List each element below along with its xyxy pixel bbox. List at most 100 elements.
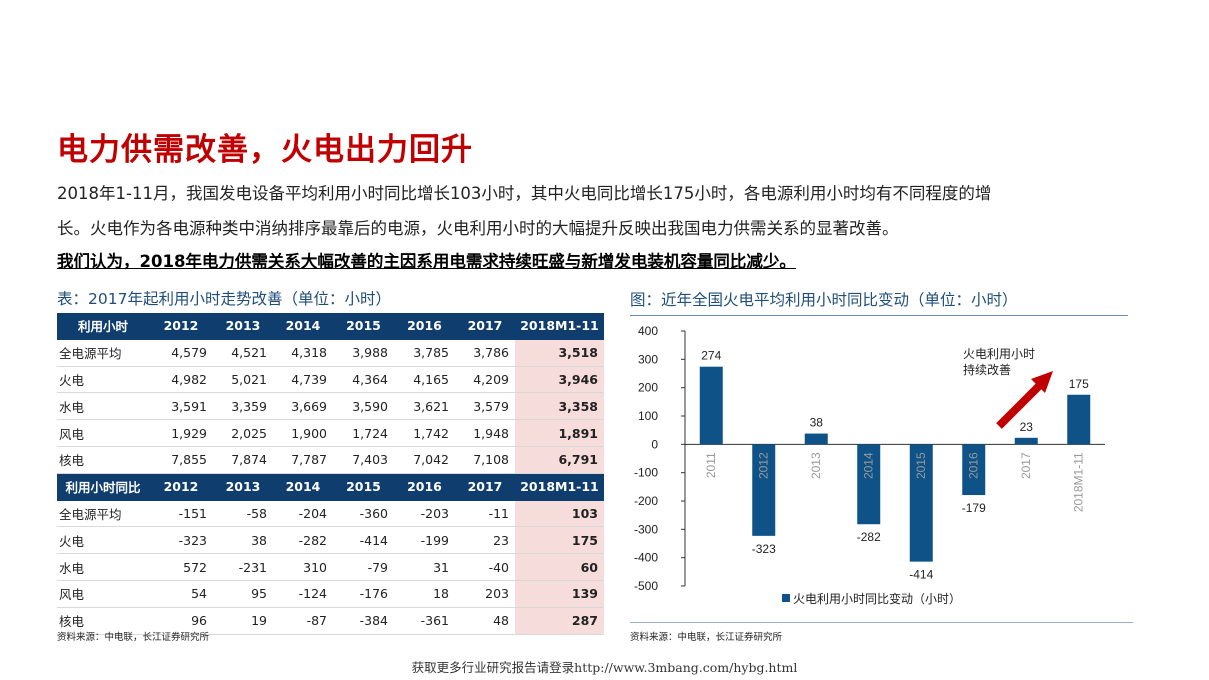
table-row-label: 火电 xyxy=(57,526,149,555)
category-label: 2013 xyxy=(809,452,823,479)
table-cell: 3,786 xyxy=(455,339,515,367)
table-row: 全电源平均 -151 -58 -204 -360 -203 -11 103 xyxy=(57,500,604,528)
table-row: 水电 572 -231 310 -79 31 -40 60 xyxy=(57,553,604,581)
table-cell: -323 xyxy=(149,526,213,555)
table-cell: 1,724 xyxy=(333,419,394,447)
bar xyxy=(699,366,723,445)
table-cell: 4,579 xyxy=(149,339,213,367)
table-cell: 7,108 xyxy=(455,446,515,474)
table-cell: 3,359 xyxy=(213,392,273,421)
summary-line-1: 2018年1-11月，我国发电设备平均利用小时同比增长103小时，其中火电同比增… xyxy=(57,184,992,203)
table-row-label: 核电 xyxy=(57,446,149,474)
y-tick-label: -100 xyxy=(634,466,658,480)
thermal-yoy-bar-chart: 400 300 200 100 0 -100 -200 -300 -400 -500 274 2011… xyxy=(634,324,1105,606)
table-cell: -151 xyxy=(149,500,213,528)
table-cell: 3,988 xyxy=(333,339,394,367)
table-cell: 7,874 xyxy=(213,446,273,474)
table-header-year: 2014 xyxy=(273,473,333,501)
table-caption: 表：2017年起利用小时走势改善（单位：小时） xyxy=(57,290,391,308)
table-cell: 3,518 xyxy=(515,339,604,367)
table-cell: 31 xyxy=(394,553,455,581)
table-row: 风电 54 95 -124 -176 18 203 139 xyxy=(57,580,604,608)
legend-label: 火电利用小时同比变动（小时） xyxy=(793,591,961,606)
table-cell: -384 xyxy=(333,607,394,635)
bar xyxy=(804,433,828,445)
bar xyxy=(1014,437,1038,445)
footer-link-text[interactable]: 获取更多行业研究报告请登录http://www.3mbang.com/hybg.… xyxy=(411,660,798,675)
table-cell: -204 xyxy=(273,500,333,528)
y-tick-label: -200 xyxy=(634,494,658,508)
conclusion-text: 我们认为，2018年电力供需关系大幅改善的主因系用电需求持续旺盛与新增发电装机容… xyxy=(57,252,796,271)
data-label: 175 xyxy=(1069,377,1089,391)
category-label: 2012 xyxy=(757,452,771,479)
table-header-label: 利用小时同比 xyxy=(57,473,149,501)
table-cell: 7,787 xyxy=(273,446,333,474)
y-tick-label: -400 xyxy=(634,551,658,565)
table-cell: 4,165 xyxy=(394,366,455,394)
table-cell: 60 xyxy=(515,553,604,581)
table-cell: -231 xyxy=(213,553,273,581)
table-cell: 4,982 xyxy=(149,366,213,394)
table-cell: 3,579 xyxy=(455,392,515,421)
table-header-year: 2013 xyxy=(213,313,273,340)
trend-arrow-shaft xyxy=(996,379,1046,429)
table-cell: 19 xyxy=(213,607,273,635)
table-cell: -203 xyxy=(394,500,455,528)
table-cell: 103 xyxy=(515,500,604,528)
table-cell: 48 xyxy=(455,607,515,635)
bar xyxy=(857,444,881,525)
table-cell: 96 xyxy=(149,607,213,635)
y-tick-label: 100 xyxy=(638,409,658,423)
y-tick-label: 400 xyxy=(638,324,658,338)
table-cell: 572 xyxy=(149,553,213,581)
y-tick-label: 200 xyxy=(638,381,658,395)
table-cell: 4,364 xyxy=(333,366,394,394)
table-cell: 3,621 xyxy=(394,392,455,421)
bar xyxy=(962,444,986,496)
table-cell: 7,042 xyxy=(394,446,455,474)
category-label: 2011 xyxy=(704,452,718,478)
table-cell: 95 xyxy=(213,580,273,608)
table-header-year: 2017 xyxy=(455,313,515,340)
table-cell: 310 xyxy=(273,553,333,581)
annotation-text: 持续改善 xyxy=(963,362,1011,377)
summary-line-2: 长。火电作为各电源种类中消纳排序最靠后的电源，火电利用小时的大幅提升反映出我国电… xyxy=(57,219,899,238)
table-header-year: 2018M1-11 xyxy=(515,313,604,340)
data-label: -282 xyxy=(857,530,881,544)
table-header-year: 2012 xyxy=(149,473,213,501)
table-cell: 3,591 xyxy=(149,392,213,421)
table-header-label: 利用小时 xyxy=(57,313,149,340)
table-row-label: 风电 xyxy=(57,419,149,447)
table-cell: -11 xyxy=(455,500,515,528)
table-cell: 18 xyxy=(394,580,455,608)
table-cell: 203 xyxy=(455,580,515,608)
bar xyxy=(909,444,933,562)
table-row-label: 核电 xyxy=(57,607,149,635)
y-tick-label: 0 xyxy=(651,437,658,451)
table-row: 火电 -323 38 -282 -414 -199 23 175 xyxy=(57,526,604,555)
table-cell: 6,791 xyxy=(515,446,604,474)
annotation-text: 火电利用小时 xyxy=(963,347,1035,361)
table-header-year: 2012 xyxy=(149,313,213,340)
table-row: 水电 3,591 3,359 3,669 3,590 3,621 3,579 3,358 xyxy=(57,392,604,421)
chart-caption-rule xyxy=(630,315,1128,316)
bar xyxy=(752,444,776,536)
page-title: 电力供需改善，火电出力回升 xyxy=(57,132,473,168)
table-cell: 2,025 xyxy=(213,419,273,447)
utilization-hours-table: 利用小时 2012 2013 2014 2015 2016 2017 2018M1-11 全电源… xyxy=(57,313,604,635)
table-cell: 5,021 xyxy=(213,366,273,394)
table-cell: 38 xyxy=(213,526,273,555)
table-cell: -199 xyxy=(394,526,455,555)
data-label: 38 xyxy=(810,416,824,430)
y-tick-label: -500 xyxy=(634,579,658,593)
table-row-label: 水电 xyxy=(57,392,149,421)
table-cell: 287 xyxy=(515,607,604,635)
table-cell: 23 xyxy=(455,526,515,555)
table-cell: -176 xyxy=(333,580,394,608)
table-cell: -79 xyxy=(333,553,394,581)
table-cell: 1,900 xyxy=(273,419,333,447)
table-cell: 3,946 xyxy=(515,366,604,394)
table-header-year: 2013 xyxy=(213,473,273,501)
table-row: 核电 7,855 7,874 7,787 7,403 7,042 7,108 6,791 xyxy=(57,446,604,474)
table-header-year: 2016 xyxy=(394,313,455,340)
